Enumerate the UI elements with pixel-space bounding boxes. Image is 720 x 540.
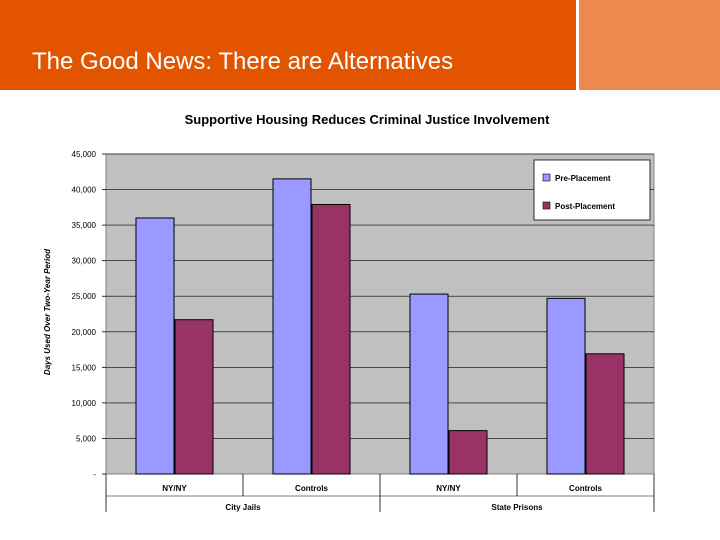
- bar-post-placement-2: [311, 203, 351, 475]
- y-axis-label: Days Used Over Two-Year Period: [43, 248, 52, 375]
- x-category-label: NY/NY: [436, 484, 461, 493]
- y-tick-label: 10,000: [72, 399, 97, 408]
- header-band: [0, 0, 576, 90]
- y-tick-label: 35,000: [72, 221, 97, 230]
- x-category-label: Controls: [569, 484, 602, 493]
- legend-label: Pre-Placement: [555, 174, 611, 183]
- x-group-label: City Jails: [225, 503, 261, 512]
- bar-pre-placement-4: [546, 297, 586, 475]
- legend-swatch: [542, 173, 551, 182]
- bars: [135, 178, 625, 475]
- y-tick-label: 25,000: [72, 292, 97, 301]
- x-axis-category-table: NY/NY Controls NY/NY Controls City Jails Stat…: [105, 474, 655, 512]
- y-tick-label: -: [93, 470, 96, 479]
- bar-pre-placement-3: [409, 293, 449, 475]
- legend: Pre-Placement Post-Placement: [533, 159, 651, 221]
- bar-chart: Supportive Housing Reduces Criminal Just…: [43, 112, 655, 512]
- bar-post-placement-4: [585, 353, 625, 475]
- y-tick-label: 5,000: [76, 434, 97, 443]
- y-tick-label: 15,000: [72, 363, 97, 372]
- y-tick-label: 40,000: [72, 186, 97, 195]
- header-side-panel: [579, 0, 720, 90]
- legend-box: [533, 159, 651, 221]
- x-category-label: Controls: [295, 484, 328, 493]
- slide-title: The Good News: There are Alternatives: [32, 48, 454, 75]
- legend-label: Post-Placement: [555, 202, 615, 211]
- y-tick-label: 30,000: [72, 257, 97, 266]
- chart-title: Supportive Housing Reduces Criminal Just…: [185, 112, 550, 127]
- bar-post-placement-3: [448, 430, 488, 475]
- y-axis-ticks: - 5,000 10,000 15,000 20,000 25,000 30,000 35,0…: [72, 150, 106, 479]
- bar-post-placement-1: [174, 319, 214, 475]
- legend-swatch: [542, 201, 551, 210]
- y-tick-label: 45,000: [72, 150, 97, 159]
- x-category-label: NY/NY: [162, 484, 187, 493]
- bar-pre-placement-1: [135, 217, 175, 475]
- bar-pre-placement-2: [272, 178, 312, 475]
- header-divider: [576, 0, 579, 90]
- y-tick-label: 20,000: [72, 328, 97, 337]
- x-group-label: State Prisons: [491, 503, 543, 512]
